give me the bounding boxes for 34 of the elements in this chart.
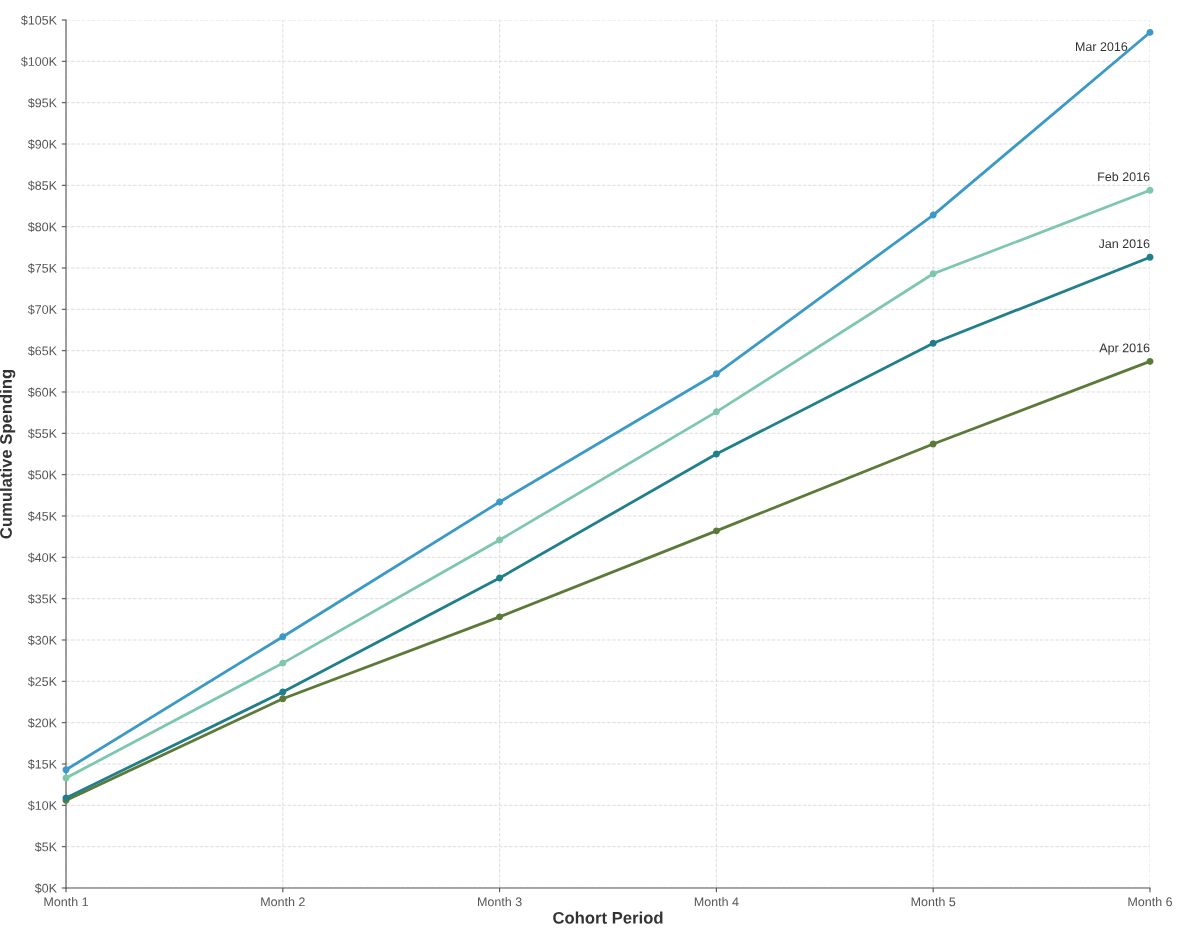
x-tick-label: Month 3 [478, 897, 522, 907]
x-tick-label: Month 5 [911, 897, 956, 907]
y-tick-label: $90K [27, 139, 57, 150]
series-label: Jan 2016 [1098, 239, 1150, 249]
series-label: Feb 2016 [1098, 171, 1150, 182]
y-tick-label: $20K [27, 717, 57, 729]
series-label: Mar 2016 [1076, 42, 1128, 52]
y-tick-label: $15K [27, 759, 57, 770]
y-tick-label: $100K [20, 56, 57, 67]
series-label: Apr 2016 [1099, 343, 1150, 355]
y-axis-title: Cumulative Spending [0, 369, 16, 539]
y-tick-label: $45K [27, 511, 57, 522]
x-tick-label: Month 2 [261, 897, 305, 907]
x-tick-label: Month 6 [1128, 897, 1173, 907]
y-tick-label: $30K [27, 635, 57, 646]
x-tick-label: Month 1 [44, 897, 88, 907]
y-tick-label: $55K [27, 428, 57, 439]
y-tick-label: $75K [27, 263, 57, 274]
y-tick-label: $0K [34, 883, 57, 894]
y-tick-label: $5K [34, 841, 57, 853]
x-tick-label: Month 4 [694, 897, 739, 907]
y-tick-label: $25K [27, 676, 57, 687]
y-tick-label: $40K [27, 552, 57, 563]
y-tick-label: $80K [27, 221, 57, 233]
y-tick-label: $60K [27, 387, 57, 398]
y-tick-label: $65K [27, 345, 57, 357]
y-tick-label: $35K [27, 593, 57, 605]
x-axis-title: Cohort Period [553, 911, 663, 924]
y-tick-label: $85K [27, 180, 57, 191]
y-tick-label: $105K [20, 15, 57, 26]
y-tick-label: $70K [27, 304, 57, 315]
y-tick-label: $95K [27, 97, 57, 109]
y-tick-label: $50K [27, 469, 57, 481]
y-tick-label: $10K [27, 800, 57, 811]
